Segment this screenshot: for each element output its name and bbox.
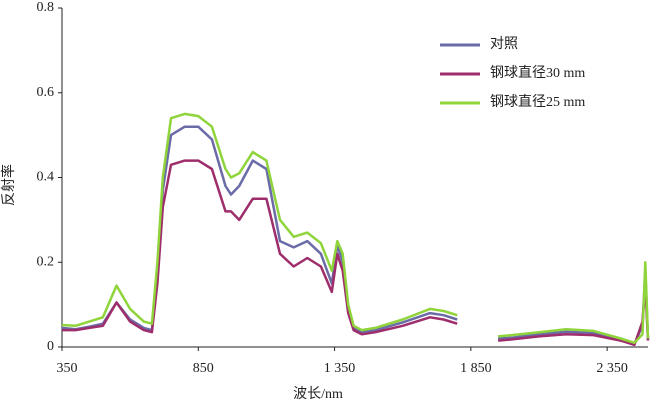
y-axis-title: 反射率 <box>0 164 17 206</box>
y-tick-label: 0 <box>47 339 54 354</box>
legend-label: 对照 <box>490 36 518 52</box>
x-tick-label: 2 350 <box>596 361 628 376</box>
legend-label: 钢球直径30 mm <box>490 64 585 81</box>
y-tick-label: 0.4 <box>37 170 55 185</box>
x-axis-title: 波长/nm <box>293 386 343 402</box>
x-tick-label: 350 <box>57 361 78 376</box>
x-tick-label: 1 850 <box>460 361 492 376</box>
x-tick-label: 850 <box>193 361 214 376</box>
legend-label: 钢球直径25 mm <box>490 93 585 110</box>
y-tick-label: 0.2 <box>37 254 55 269</box>
data-line <box>61 112 650 345</box>
data-line <box>62 159 650 347</box>
data-line <box>61 125 650 345</box>
y-tick-label: 0.6 <box>37 85 55 100</box>
y-tick-label: 0.8 <box>37 0 55 15</box>
x-tick-label: 1 350 <box>324 361 356 376</box>
